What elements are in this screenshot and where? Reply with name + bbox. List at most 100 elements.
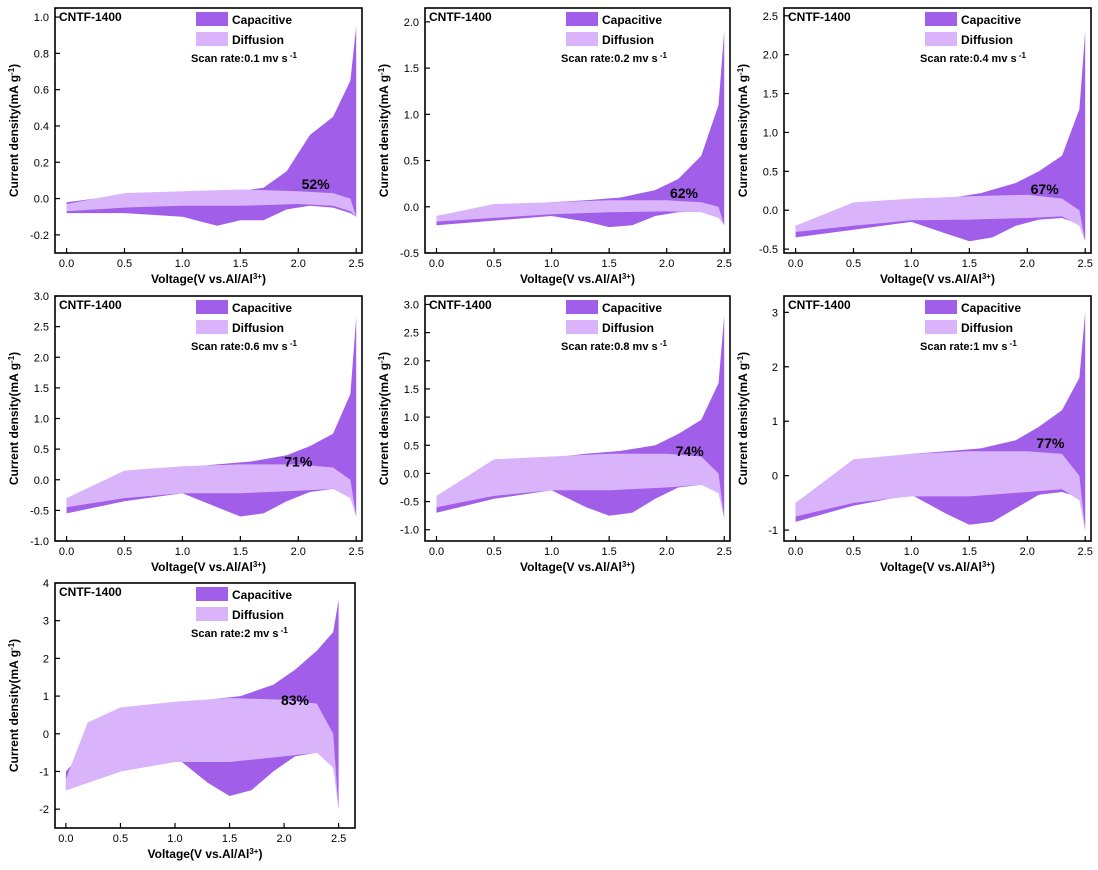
y-tick-label: 0.0 <box>404 468 419 480</box>
y-tick-label: 0.6 <box>34 85 49 97</box>
chart-panel-5: 0.0 0.5 1.0 1.5 2.0 2.5 -1.0 -0.5 0.0 0.5 1.0 1.5 2.… <box>377 295 732 575</box>
plot-frame <box>424 295 731 542</box>
y-tick-label: 0 <box>43 729 49 741</box>
y-tick-label: 1.0 <box>404 109 419 121</box>
legend-swatch-capacitive <box>566 12 598 26</box>
legend-swatch-diffusion <box>196 320 228 334</box>
y-tick-label: 1.0 <box>404 412 419 424</box>
x-tick-label: 0.0 <box>59 258 74 270</box>
y-tick-label: -0.5 <box>30 505 49 517</box>
y-tick-label: 1 <box>43 691 49 703</box>
y-tick-label: 2.0 <box>404 356 419 368</box>
y-axis-label: Current density(mA g-1) <box>7 352 22 485</box>
x-tick-label: 0.5 <box>846 258 861 270</box>
panel-title: CNTF-1400 <box>788 298 851 312</box>
y-tick-label: 1.0 <box>34 414 49 426</box>
chart-panel-4: 0.0 0.5 1.0 1.5 2.0 2.5 -1.0 -0.5 0.0 0.5 1.0 1.5 2.… <box>7 291 364 574</box>
x-axis-label: Voltage(V vs.Al/Al3+) <box>151 272 266 287</box>
x-tick-label: 2.5 <box>1078 258 1093 270</box>
x-tick-label: 1.0 <box>904 546 919 558</box>
x-tick-label: 0.0 <box>788 258 803 270</box>
y-tick-label: 1.5 <box>34 383 49 395</box>
x-tick-label: 1.5 <box>962 546 977 558</box>
x-tick-label: 1.5 <box>222 833 237 845</box>
scan-rate-label: Scan rate:0.6 mv s -1 <box>191 339 298 354</box>
capacitive-percent-label: 52% <box>302 176 331 192</box>
scan-rate-label: Scan rate:0.2 mv s -1 <box>561 51 668 66</box>
legend-label-diffusion: Diffusion <box>961 321 1013 335</box>
x-tick-label: 0.0 <box>59 546 74 558</box>
x-tick-label: 1.0 <box>544 258 559 270</box>
scan-rate-label: Scan rate:0.4 mv s -1 <box>920 51 1027 66</box>
legend-swatch-diffusion <box>566 320 598 334</box>
legend-label-diffusion: Diffusion <box>602 321 654 335</box>
y-tick-label: 2.5 <box>404 328 419 340</box>
x-tick-label: 1.5 <box>602 258 617 270</box>
plot-frame <box>424 7 731 254</box>
chart-panel-2: 0.0 0.5 1.0 1.5 2.0 2.5 -0.5 0.0 0.5 1.0 1.5 2.0 Vol… <box>377 7 732 287</box>
x-tick-label: 2.0 <box>1020 258 1035 270</box>
y-tick-label: 3.0 <box>34 291 49 303</box>
panel-title: CNTF-1400 <box>59 298 122 312</box>
panel-title: CNTF-1400 <box>429 298 492 312</box>
scan-rate-label: Scan rate:2 mv s -1 <box>191 626 288 641</box>
plot-frame <box>783 7 1092 254</box>
panel-title: CNTF-1400 <box>429 10 492 24</box>
y-tick-label: 2.0 <box>404 17 419 29</box>
y-tick-label: -0.5 <box>759 244 778 256</box>
x-axis-label: Voltage(V vs.Al/Al3+) <box>520 560 635 575</box>
y-tick-label: 1.0 <box>34 12 49 24</box>
x-tick-label: 1.5 <box>602 546 617 558</box>
capacitive-percent-label: 67% <box>1031 181 1060 197</box>
scan-rate-label: Scan rate:1 mv s -1 <box>920 339 1017 354</box>
x-axis-label: Voltage(V vs.Al/Al3+) <box>151 560 266 575</box>
legend-swatch-capacitive <box>196 300 228 314</box>
x-tick-label: 1.5 <box>233 546 248 558</box>
legend-label-diffusion: Diffusion <box>232 33 284 47</box>
x-tick-label: 0.0 <box>429 546 444 558</box>
capacitive-percent-label: 71% <box>284 453 313 469</box>
x-tick-label: 2.5 <box>331 833 346 845</box>
y-tick-label: -1.0 <box>30 536 49 548</box>
y-tick-label: -1 <box>768 525 778 537</box>
x-tick-label: 2.5 <box>1078 546 1093 558</box>
scan-rate-label: Scan rate:0.1 mv s -1 <box>191 51 298 66</box>
y-tick-label: 0.5 <box>404 156 419 168</box>
chart-panel-7: 0.0 0.5 1.0 1.5 2.0 2.5 -2 -1 0 1 2 3 4 Voltage(V vs.… <box>7 578 356 861</box>
series-area-diffusion <box>65 698 339 810</box>
legend-swatch-capacitive <box>925 12 957 26</box>
x-axis-label: Voltage(V vs.Al/Al3+) <box>520 272 635 287</box>
y-tick-label: 2 <box>772 362 778 374</box>
y-axis-label: Current density(mA g-1) <box>377 352 392 485</box>
capacitive-percent-label: 62% <box>670 185 699 201</box>
legend-label-capacitive: Capacitive <box>961 13 1021 27</box>
y-tick-label: 2.5 <box>763 11 778 23</box>
legend-swatch-diffusion <box>566 32 598 46</box>
x-tick-label: 2.0 <box>276 833 291 845</box>
x-tick-label: 0.0 <box>429 258 444 270</box>
series-area-diffusion <box>795 194 1086 242</box>
y-tick-label: 0.0 <box>404 202 419 214</box>
y-tick-label: 3 <box>772 307 778 319</box>
plot-frame <box>54 582 356 829</box>
y-tick-label: 4 <box>43 578 49 590</box>
x-tick-label: 0.5 <box>486 546 501 558</box>
y-tick-label: 1.0 <box>763 127 778 139</box>
plot-frame <box>54 7 363 254</box>
y-tick-label: -2 <box>39 804 49 816</box>
series-area-capacitive <box>795 31 1086 242</box>
x-tick-label: 2.0 <box>291 546 306 558</box>
legend-label-capacitive: Capacitive <box>961 301 1021 315</box>
capacitive-percent-label: 77% <box>1036 435 1065 451</box>
x-axis-label: Voltage(V vs.Al/Al3+) <box>148 847 263 862</box>
legend-label-capacitive: Capacitive <box>602 301 662 315</box>
y-tick-label: 2.5 <box>34 322 49 334</box>
legend-swatch-capacitive <box>196 12 228 26</box>
y-axis-label: Current density(mA g-1) <box>736 352 751 485</box>
x-tick-label: 0.5 <box>113 833 128 845</box>
x-tick-label: 1.0 <box>167 833 182 845</box>
x-tick-label: 2.0 <box>1020 546 1035 558</box>
y-tick-label: 0.5 <box>404 440 419 452</box>
x-tick-label: 0.5 <box>117 258 132 270</box>
